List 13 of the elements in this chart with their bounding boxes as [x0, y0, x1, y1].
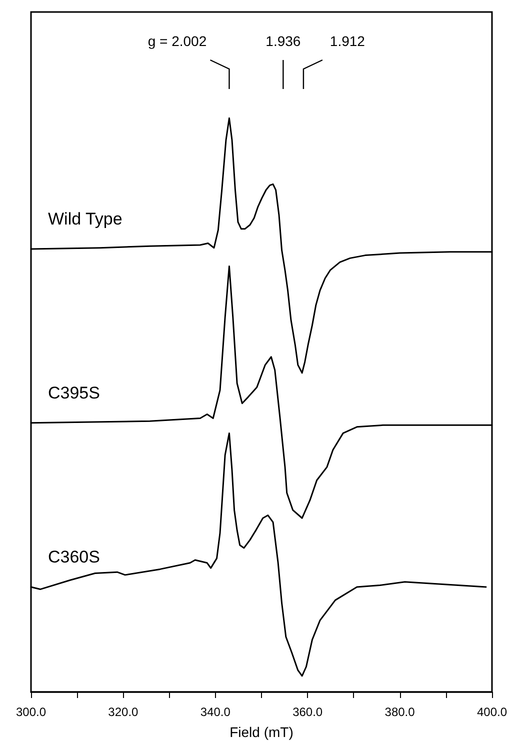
x-tick-label: 380.0	[384, 705, 416, 719]
x-tick-label: 300.0	[16, 705, 46, 719]
x-tick-label: 360.0	[292, 705, 323, 719]
text: g = 2.002	[148, 33, 207, 49]
series-label: C395S	[48, 383, 100, 402]
x-tick-label: 320.0	[108, 705, 139, 719]
text: 1.936	[266, 33, 301, 49]
x-axis-title: Field (mT)	[230, 724, 294, 740]
x-tick-label: 340.0	[200, 705, 231, 719]
series-label: Wild Type	[48, 209, 122, 228]
text: 1.912	[330, 33, 366, 49]
x-tick-label: 400.0	[476, 705, 508, 719]
series-label: C360S	[48, 547, 100, 566]
